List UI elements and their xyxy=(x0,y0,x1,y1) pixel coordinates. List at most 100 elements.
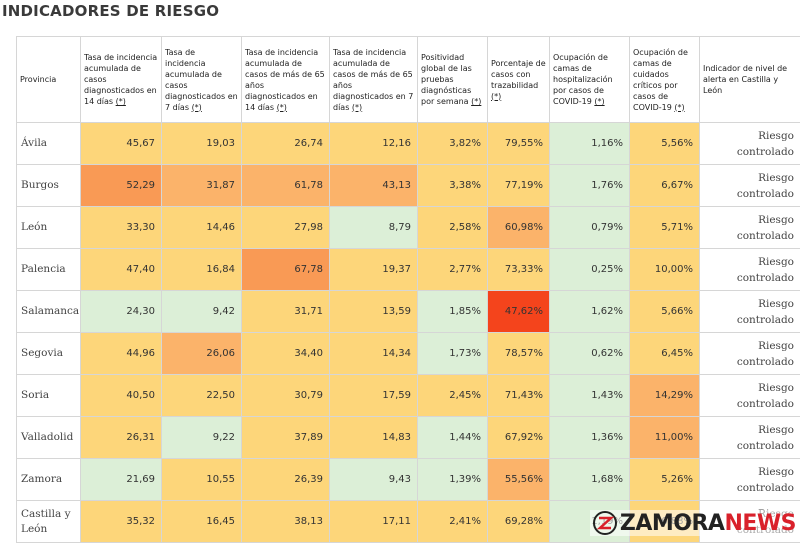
header-incidence-14d: Tasa de incidencia acumulada de casos di… xyxy=(80,36,162,123)
indicator-value-cell: 6,45% xyxy=(629,332,700,375)
indicator-value-cell: 2,45% xyxy=(417,374,488,417)
indicator-value-cell: 1,85% xyxy=(417,290,488,333)
header-incidence-65-14d: Tasa de incidencia acumulada de casos de… xyxy=(241,36,330,123)
indicator-value-cell: 67,78 xyxy=(241,248,330,291)
footnote-link[interactable]: (*) xyxy=(351,102,363,112)
alert-level-cell: Riesgo controlado xyxy=(699,458,800,501)
indicator-value-cell: 60,98% xyxy=(487,206,550,249)
header-positivity: Positividad global de las pruebas diagnó… xyxy=(417,36,488,123)
indicator-value-cell: 16,45 xyxy=(161,500,242,543)
indicator-value-cell: 9,43 xyxy=(329,458,418,501)
indicator-value-cell: 30,79 xyxy=(241,374,330,417)
indicator-value-cell: 1,36% xyxy=(549,416,630,459)
indicator-value-cell: 17,11 xyxy=(329,500,418,543)
indicator-value-cell: 1,44% xyxy=(417,416,488,459)
province-cell: Castilla y León xyxy=(16,500,81,543)
table-row: León 33,30 14,46 27,98 8,79 2,58% 60,98% 0,79% 5… xyxy=(16,206,800,249)
indicator-value-cell: 12,16 xyxy=(329,122,418,165)
indicator-value-cell: 14,29% xyxy=(629,374,700,417)
watermark-text-zamora: ZAMORA xyxy=(619,510,725,536)
indicator-value-cell: 8,79 xyxy=(329,206,418,249)
province-cell: Zamora xyxy=(16,458,81,501)
indicator-value-cell: 55,56% xyxy=(487,458,550,501)
alert-level-cell: Riesgo controlado xyxy=(699,290,800,333)
indicator-value-cell: 44,96 xyxy=(80,332,162,375)
indicator-value-cell: 14,46 xyxy=(161,206,242,249)
indicator-value-cell: 0,25% xyxy=(549,248,630,291)
table-row: Zamora 21,69 10,55 26,39 9,43 1,39% 55,56% 1,68… xyxy=(16,458,800,501)
indicator-value-cell: 47,40 xyxy=(80,248,162,291)
indicator-value-cell: 5,26% xyxy=(629,458,700,501)
indicator-value-cell: 33,30 xyxy=(80,206,162,249)
indicator-value-cell: 19,37 xyxy=(329,248,418,291)
alert-level-cell: Riesgo controlado xyxy=(699,416,800,459)
indicator-value-cell: 26,39 xyxy=(241,458,330,501)
footnote-link[interactable]: (*) xyxy=(191,102,202,112)
province-cell: León xyxy=(16,206,81,249)
indicator-value-cell: 40,50 xyxy=(80,374,162,417)
footnote-link[interactable]: (*) xyxy=(491,91,502,101)
indicator-value-cell: 19,03 xyxy=(161,122,242,165)
indicator-value-cell: 67,92% xyxy=(487,416,550,459)
header-provincia: Provincia xyxy=(16,36,81,123)
risk-indicators-table-container: Provincia Tasa de incidencia acumulada d… xyxy=(16,36,800,543)
indicator-value-cell: 10,00% xyxy=(629,248,700,291)
alert-level-cell: Riesgo controlado xyxy=(699,374,800,417)
indicator-value-cell: 9,42 xyxy=(161,290,242,333)
province-cell: Valladolid xyxy=(16,416,81,459)
table-row: Burgos 52,29 31,87 61,78 43,13 3,38% 77,19% 1,7… xyxy=(16,164,800,207)
indicator-value-cell: 10,55 xyxy=(161,458,242,501)
alert-level-cell: Riesgo controlado xyxy=(699,248,800,291)
header-hospital-occupancy: Ocupación de camas de hospitalización po… xyxy=(549,36,630,123)
indicator-value-cell: 2,41% xyxy=(417,500,488,543)
header-icu-occupancy: Ocupación de camas de cuidados críticos … xyxy=(629,36,700,123)
indicator-value-cell: 1,39% xyxy=(417,458,488,501)
indicator-value-cell: 1,16% xyxy=(549,122,630,165)
indicator-value-cell: 9,22 xyxy=(161,416,242,459)
indicator-value-cell: 45,67 xyxy=(80,122,162,165)
alert-level-cell: Riesgo controlado xyxy=(699,206,800,249)
header-traceability: Porcentaje de casos con trazabilidad (*) xyxy=(487,36,550,123)
indicator-value-cell: 11,00% xyxy=(629,416,700,459)
footnote-link[interactable]: (*) xyxy=(594,97,605,106)
indicator-value-cell: 26,31 xyxy=(80,416,162,459)
indicator-value-cell: 1,76% xyxy=(549,164,630,207)
footnote-link[interactable]: (*) xyxy=(674,102,685,112)
table-row: Segovia 44,96 26,06 34,40 14,34 1,73% 78,57% 0,… xyxy=(16,332,800,375)
indicator-value-cell: 71,43% xyxy=(487,374,550,417)
province-cell: Salamanca xyxy=(16,290,81,333)
indicator-value-cell: 27,98 xyxy=(241,206,330,249)
province-cell: Segovia xyxy=(16,332,81,375)
indicator-value-cell: 79,55% xyxy=(487,122,550,165)
indicator-value-cell: 43,13 xyxy=(329,164,418,207)
indicator-value-cell: 61,78 xyxy=(241,164,330,207)
footnote-link[interactable]: (*) xyxy=(471,97,482,106)
indicator-value-cell: 16,84 xyxy=(161,248,242,291)
header-incidence-7d: Tasa de incidencia acumulada de casos di… xyxy=(161,36,242,123)
table-row: Soria 40,50 22,50 30,79 17,59 2,45% 71,43% 1,43… xyxy=(16,374,800,417)
watermark-logo: ZAMORA NEWS xyxy=(589,510,798,536)
table-row: Palencia 47,40 16,84 67,78 19,37 2,77% 73,33% 0… xyxy=(16,248,800,291)
indicator-value-cell: 21,69 xyxy=(80,458,162,501)
table-header-row: Provincia Tasa de incidencia acumulada d… xyxy=(16,36,800,123)
indicator-value-cell: 3,38% xyxy=(417,164,488,207)
indicator-value-cell: 5,56% xyxy=(629,122,700,165)
alert-level-cell: Riesgo controlado xyxy=(699,122,800,165)
footnote-link[interactable]: (*) xyxy=(115,97,126,106)
indicator-value-cell: 69,28% xyxy=(487,500,550,543)
footnote-link[interactable]: (*) xyxy=(276,102,287,112)
indicator-value-cell: 5,66% xyxy=(629,290,700,333)
indicator-value-cell: 2,58% xyxy=(417,206,488,249)
indicator-value-cell: 1,68% xyxy=(549,458,630,501)
risk-indicators-table: Provincia Tasa de incidencia acumulada d… xyxy=(16,36,800,543)
indicator-value-cell: 31,87 xyxy=(161,164,242,207)
indicator-value-cell: 0,62% xyxy=(549,332,630,375)
indicator-value-cell: 13,59 xyxy=(329,290,418,333)
indicator-value-cell: 3,82% xyxy=(417,122,488,165)
indicator-value-cell: 6,67% xyxy=(629,164,700,207)
indicator-value-cell: 14,34 xyxy=(329,332,418,375)
indicator-value-cell: 1,73% xyxy=(417,332,488,375)
indicator-value-cell: 73,33% xyxy=(487,248,550,291)
province-cell: Ávila xyxy=(16,122,81,165)
alert-level-cell: Riesgo controlado xyxy=(699,332,800,375)
